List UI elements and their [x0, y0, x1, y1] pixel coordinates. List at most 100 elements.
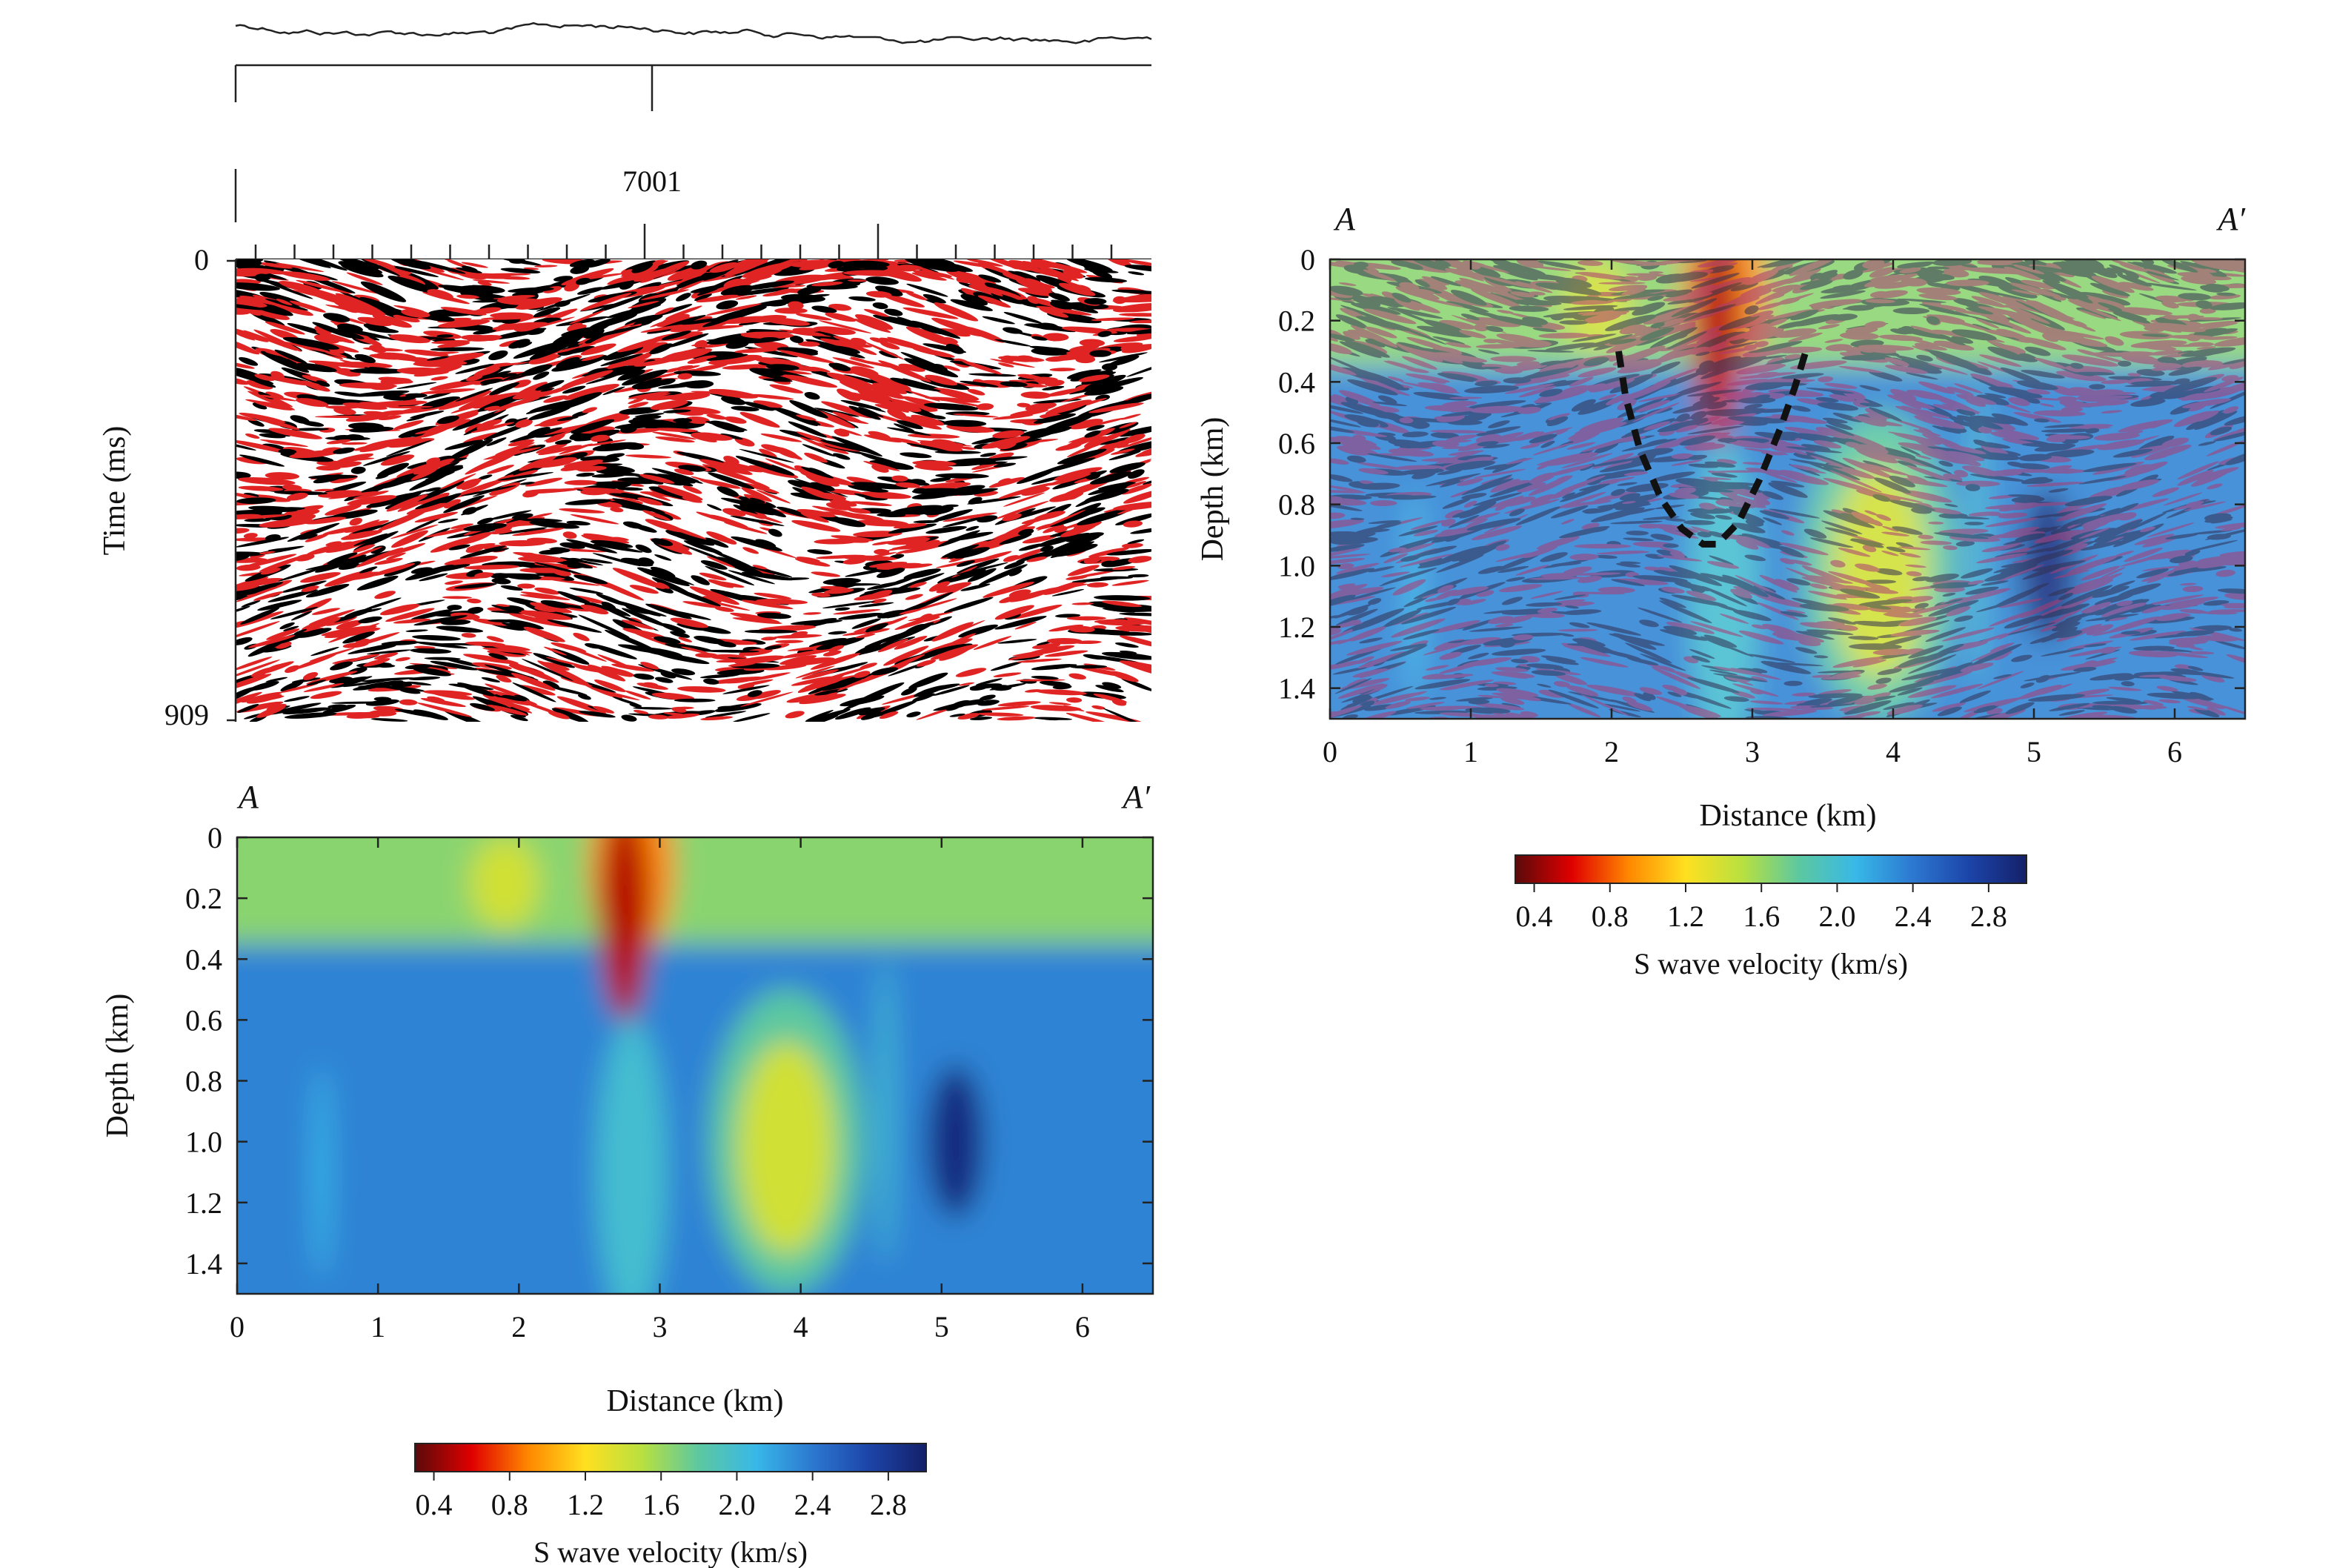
- reflector: [1859, 402, 1881, 408]
- reflector: [1825, 344, 1852, 351]
- reflector: [1611, 579, 1645, 586]
- reflector: [491, 578, 511, 585]
- reflector: [1892, 419, 1929, 431]
- reflector: [436, 334, 453, 338]
- reflector: [1929, 670, 1973, 682]
- reflector: [1420, 384, 1460, 393]
- reflector: [1497, 310, 1514, 314]
- reflector: [2207, 534, 2231, 540]
- reflector: [721, 396, 746, 405]
- reflector: [378, 410, 409, 416]
- reflector: [638, 557, 654, 565]
- reflector: [2118, 360, 2132, 367]
- reflector: [573, 632, 590, 642]
- reflector: [1529, 433, 1557, 443]
- reflector: [858, 707, 885, 716]
- reflector: [285, 665, 300, 674]
- reflector: [2095, 399, 2129, 406]
- reflector: [1008, 260, 1037, 271]
- reflector: [1753, 497, 1771, 505]
- reflector: [1349, 626, 1386, 642]
- reflector: [1617, 482, 1638, 486]
- reflector: [448, 544, 471, 551]
- reflector: [2161, 301, 2179, 309]
- reflector: [899, 265, 923, 270]
- reflector: [1477, 349, 1500, 355]
- reflector: [1084, 436, 1107, 448]
- reflector: [1108, 355, 1140, 367]
- reflector: [1907, 338, 1940, 346]
- reflector: [1652, 471, 1695, 482]
- reflector: [348, 546, 382, 559]
- reflector: [1989, 642, 2015, 652]
- reflector: [847, 279, 867, 282]
- reflector: [1083, 556, 1102, 564]
- reflector: [533, 307, 560, 318]
- reflector: [1360, 480, 1374, 485]
- reflector: [1441, 519, 1456, 527]
- reflector: [2213, 430, 2245, 442]
- reflector: [1616, 562, 1641, 568]
- reflector: [853, 346, 877, 356]
- reflector: [802, 612, 822, 615]
- reflector: [2210, 386, 2245, 409]
- reflector: [2019, 547, 2059, 556]
- reflector: [760, 336, 779, 342]
- reflector: [1537, 260, 1586, 270]
- reflector: [719, 316, 771, 325]
- reflector: [743, 401, 774, 411]
- reflector: [692, 363, 728, 372]
- reflector: [801, 669, 839, 680]
- reflector: [582, 407, 597, 413]
- reflector: [1746, 654, 1796, 663]
- reflector: [467, 598, 482, 604]
- y-tick-label: 1.0: [185, 1126, 222, 1159]
- reflector: [2051, 622, 2081, 631]
- reflector: [1707, 482, 1758, 487]
- reflector: [1869, 267, 1896, 278]
- reflector: [318, 490, 362, 498]
- reflector: [756, 489, 791, 504]
- reflector: [1746, 707, 1800, 711]
- reflector: [1695, 351, 1711, 356]
- reflector: [882, 616, 908, 627]
- reflector: [1022, 281, 1055, 289]
- reflector: [704, 537, 729, 548]
- reflector: [2027, 482, 2085, 487]
- reflector: [1718, 437, 1738, 443]
- reflector: [754, 592, 792, 599]
- time-axis-title: Time (ms): [98, 426, 132, 556]
- reflector: [1540, 358, 1584, 366]
- reflector: [342, 642, 369, 648]
- reflector: [1330, 512, 1346, 519]
- reflector: [548, 685, 588, 696]
- reflector: [2083, 462, 2137, 473]
- reflector: [850, 356, 872, 365]
- reflector: [868, 384, 905, 399]
- reflector: [2229, 356, 2245, 370]
- reflector: [296, 628, 332, 638]
- reflector: [699, 572, 727, 581]
- reflector: [2026, 299, 2078, 325]
- reflector: [1481, 275, 1532, 288]
- reflector: [817, 692, 838, 700]
- reflector: [1567, 703, 1601, 717]
- reflector: [473, 366, 501, 377]
- reflector: [1547, 413, 1571, 421]
- reflector: [931, 439, 957, 448]
- reflector: [1645, 554, 1664, 559]
- reflector: [511, 379, 531, 388]
- reflector: [1075, 355, 1096, 364]
- reflector: [265, 391, 284, 399]
- reflector: [847, 508, 871, 514]
- reflector: [1822, 417, 1848, 424]
- reflector: [563, 384, 619, 400]
- reflector: [685, 416, 710, 425]
- reflector: [1890, 388, 1917, 401]
- reflector: [2009, 311, 2058, 333]
- reflector: [737, 510, 770, 519]
- reflector: [1550, 505, 1589, 519]
- reflector: [617, 369, 645, 381]
- reflector: [1049, 368, 1076, 372]
- reflector: [2129, 512, 2167, 530]
